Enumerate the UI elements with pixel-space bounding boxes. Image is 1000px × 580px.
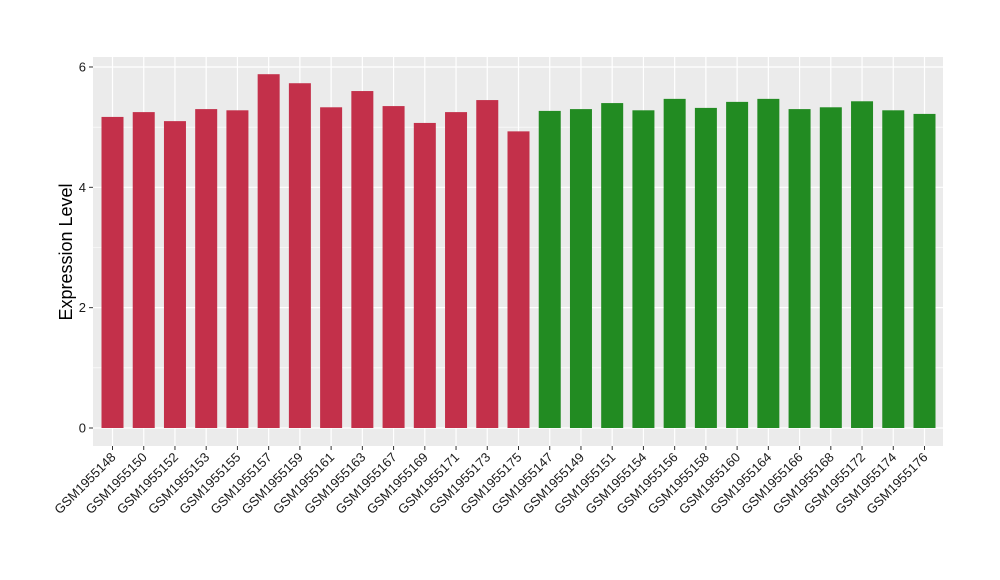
bar-GSM1955167 — [382, 106, 405, 428]
bar-GSM1955153 — [195, 109, 218, 428]
bar-GSM1955158 — [694, 107, 717, 428]
bar-GSM1955166 — [788, 109, 811, 428]
bars-group — [101, 74, 936, 429]
y-tick-label: 0 — [79, 421, 86, 436]
bar-GSM1955176 — [913, 113, 936, 428]
bar-GSM1955152 — [163, 121, 186, 429]
bar-GSM1955150 — [132, 112, 155, 429]
bar-GSM1955161 — [320, 107, 343, 429]
bar-GSM1955172 — [851, 101, 874, 428]
bar-GSM1955157 — [257, 74, 280, 428]
bar-GSM1955151 — [601, 103, 624, 428]
y-axis: 0 2 4 6 — [79, 59, 93, 436]
bar-GSM1955147 — [538, 110, 561, 428]
y-tick-label: 2 — [79, 300, 86, 315]
bar-GSM1955164 — [757, 98, 780, 428]
x-axis: GSM1955148GSM1955150GSM1955152GSM1955153… — [51, 446, 931, 517]
y-tick-label: 6 — [79, 59, 86, 74]
bar-GSM1955155 — [226, 110, 249, 428]
bar-GSM1955163 — [351, 91, 374, 428]
bar-GSM1955149 — [569, 109, 592, 428]
bar-GSM1955159 — [288, 83, 311, 429]
bar-GSM1955148 — [101, 116, 124, 429]
bar-GSM1955169 — [413, 122, 436, 428]
bar-GSM1955156 — [663, 98, 686, 428]
bar-GSM1955171 — [445, 112, 468, 429]
y-tick-label: 4 — [79, 180, 86, 195]
y-axis-title: Expression Level — [56, 183, 76, 320]
bar-GSM1955174 — [882, 110, 905, 428]
bar-GSM1955154 — [632, 110, 655, 428]
bar-GSM1955173 — [476, 100, 499, 429]
bar-GSM1955175 — [507, 131, 530, 429]
bar-GSM1955168 — [819, 107, 842, 429]
bar-GSM1955160 — [726, 101, 749, 428]
